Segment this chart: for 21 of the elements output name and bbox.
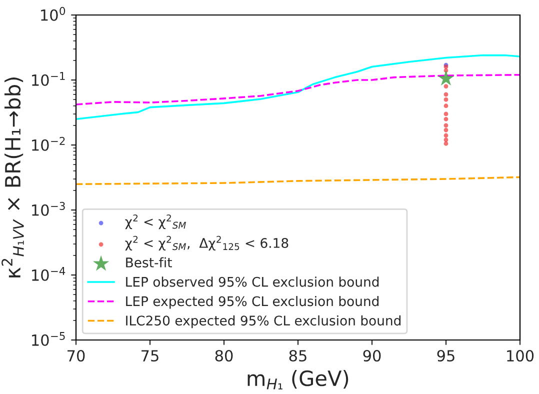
legend-label: ILC250 expected 95% CL exclusion bound xyxy=(126,315,400,328)
x-tick-label: 100 xyxy=(507,350,534,362)
y-tick-label: 10$^{−1}$ xyxy=(32,72,65,86)
x-tick-label: 70 xyxy=(68,350,85,362)
y-tick-label: 10$^{0}$ xyxy=(41,6,66,21)
text: χ$^{2}$ < χ$^{2}$$_{SM}$, Δχ$^{2}$$_{125}$ < 6.18 xyxy=(125,236,288,251)
y-tick-label: 10$^{−3}$ xyxy=(32,202,65,216)
legend-label: LEP expected 95% CL exclusion bound xyxy=(126,296,379,309)
legend-label: Best-fit xyxy=(126,257,172,268)
x-tick-label: 80 xyxy=(215,350,233,362)
y-tick-label: 10$^{−5}$ xyxy=(32,332,65,346)
y-axis-title: κ$^{2}$$_{H₁VV}$ × BR(H₁→bb) xyxy=(2,78,24,278)
x-tick-label: 90 xyxy=(363,350,381,362)
x-tick-label: 75 xyxy=(142,350,158,362)
legend-label: χ$^{2}$ < χ$^{2}$$_{SM}$ xyxy=(125,214,186,230)
legend-label: LEP observed 95% CL exclusion bound xyxy=(126,276,379,287)
y-tick-label: 10$^{−4}$ xyxy=(32,267,66,281)
x-axis-title: m$_{H₁}$ (GeV) xyxy=(248,370,348,390)
x-tick-label: 95 xyxy=(437,350,454,362)
x-tick-label: 85 xyxy=(289,350,306,362)
y-tick-label: 10$^{−2}$ xyxy=(32,136,65,151)
